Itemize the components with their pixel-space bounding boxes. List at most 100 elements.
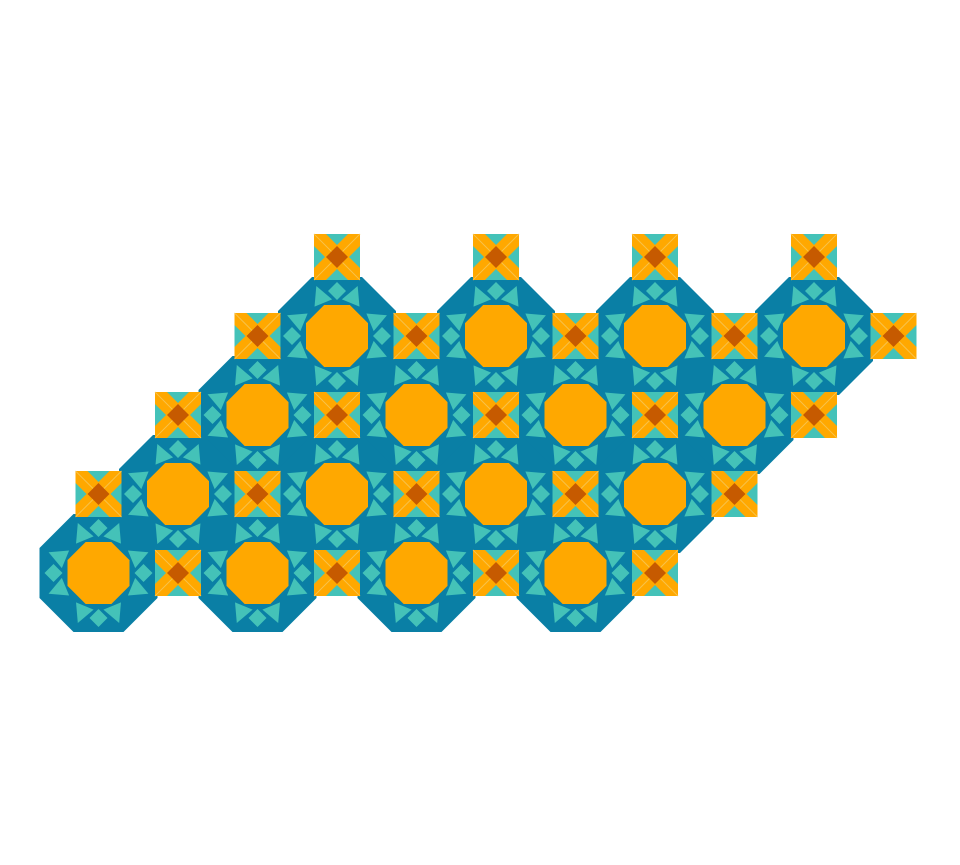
edge-diamond xyxy=(691,327,709,345)
star-point xyxy=(314,444,333,465)
center-octagon xyxy=(783,305,845,367)
edge-diamond xyxy=(328,440,346,458)
pinwheel-triangle xyxy=(508,562,519,584)
star-point xyxy=(235,523,253,544)
octagon-block xyxy=(357,356,476,474)
star-point xyxy=(605,340,626,359)
pinwheel-triangle xyxy=(803,234,825,245)
pinwheel-triangle xyxy=(326,234,348,245)
pinwheel-triangle xyxy=(473,246,484,268)
star-point xyxy=(341,286,360,307)
star-point xyxy=(764,313,785,332)
star-point xyxy=(763,419,785,438)
octagon-block xyxy=(278,277,396,395)
pinwheel-triangle xyxy=(552,325,564,347)
pinwheel-triangle xyxy=(746,325,758,347)
pinwheel-center xyxy=(326,562,348,584)
pinwheel-triangle xyxy=(246,471,269,482)
edge-diamond xyxy=(611,406,630,424)
star-point xyxy=(287,313,308,332)
edge-diamond xyxy=(373,327,391,345)
edge-diamond xyxy=(442,327,460,345)
pinwheel-center xyxy=(87,483,110,505)
pinwheel-triangle xyxy=(485,234,507,245)
star-point xyxy=(286,419,308,438)
star-point xyxy=(525,392,547,411)
star-point xyxy=(553,523,571,544)
pinwheel-triangle xyxy=(110,483,122,505)
star-point xyxy=(341,444,360,465)
pinwheel-center xyxy=(405,325,428,347)
edge-diamond xyxy=(248,519,267,537)
pinwheel-triangle xyxy=(552,483,564,505)
star-point xyxy=(287,471,308,490)
center-octagon xyxy=(624,305,686,367)
center-octagon xyxy=(624,463,686,525)
star-point xyxy=(632,444,651,465)
pinwheel-triangle xyxy=(167,427,189,438)
star-point xyxy=(48,577,70,596)
edge-diamond xyxy=(646,530,664,548)
pinwheel-triangle xyxy=(826,404,837,426)
octagon-block xyxy=(755,277,873,395)
pinwheel-triangle xyxy=(428,483,440,505)
pinwheel-triangle xyxy=(405,471,428,482)
octagon-block xyxy=(357,514,476,632)
octagon-block xyxy=(596,435,714,553)
pinwheel-center xyxy=(405,483,428,505)
star-point xyxy=(262,444,280,465)
center-octagon xyxy=(226,542,289,604)
edge-diamond xyxy=(248,609,267,627)
pinwheel-triangle xyxy=(508,404,519,426)
star-point xyxy=(314,365,333,386)
pinwheel-triangle xyxy=(234,483,246,505)
edge-diamond xyxy=(487,282,505,300)
star-point xyxy=(818,286,837,307)
pinwheel-triangle xyxy=(711,325,723,347)
edge-diamond xyxy=(407,609,426,627)
star-point xyxy=(366,313,387,332)
star-point xyxy=(791,286,810,307)
edge-diamond xyxy=(691,485,709,503)
edge-diamond xyxy=(725,451,744,469)
pinwheel-triangle xyxy=(326,427,348,438)
center-octagon xyxy=(306,463,368,525)
pinwheel-triangle xyxy=(791,404,802,426)
edge-diamond xyxy=(89,609,108,627)
star-point xyxy=(712,365,730,386)
star-point xyxy=(207,577,229,596)
pinwheel-triangle xyxy=(723,348,746,359)
pinwheel-center xyxy=(644,246,666,268)
pinwheel-triangle xyxy=(314,404,325,426)
pinwheel-center xyxy=(326,404,348,426)
star-point xyxy=(525,471,546,490)
pinwheel-center xyxy=(167,404,189,426)
edge-diamond xyxy=(646,282,664,300)
star-point xyxy=(446,498,467,517)
pinwheel-triangle xyxy=(632,404,643,426)
star-point xyxy=(632,365,651,386)
star-point xyxy=(605,498,626,517)
pinwheel-triangle xyxy=(723,506,746,517)
star-point xyxy=(684,313,705,332)
pinwheel-square xyxy=(552,470,599,518)
star-point xyxy=(207,392,229,411)
star-point xyxy=(366,392,388,411)
pinwheel-triangle xyxy=(326,392,348,403)
star-point xyxy=(500,523,519,544)
pinwheel-square xyxy=(631,233,679,281)
pinwheel-triangle xyxy=(326,550,348,561)
edge-diamond xyxy=(532,327,550,345)
star-point xyxy=(553,602,571,623)
star-point xyxy=(843,340,864,359)
center-octagon xyxy=(703,384,766,446)
edge-diamond xyxy=(373,485,391,503)
star-point xyxy=(525,340,546,359)
star-point xyxy=(287,340,308,359)
edge-diamond xyxy=(283,327,301,345)
pinwheel-triangle xyxy=(246,313,269,324)
edge-diamond xyxy=(850,327,868,345)
pinwheel-triangle xyxy=(723,313,746,324)
pinwheel-triangle xyxy=(564,313,587,324)
star-point xyxy=(632,523,651,544)
